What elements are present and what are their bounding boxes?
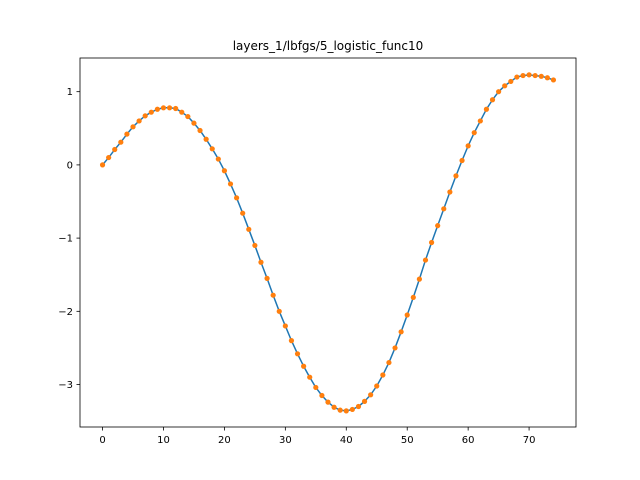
data-point xyxy=(361,398,368,404)
data-point xyxy=(288,338,295,344)
y-tick-label: −1 xyxy=(58,234,73,245)
data-point xyxy=(471,130,477,136)
data-point xyxy=(538,73,544,79)
y-tick-label: 0 xyxy=(67,160,73,171)
data-point xyxy=(368,392,374,398)
data-point xyxy=(234,195,240,201)
x-tick-label: 20 xyxy=(218,435,231,446)
data-point xyxy=(398,329,404,335)
data-point xyxy=(264,275,270,281)
data-point xyxy=(160,105,167,111)
data-point xyxy=(325,399,331,405)
y-tick-label: −3 xyxy=(58,380,73,391)
data-point xyxy=(508,78,514,85)
x-tick-label: 50 xyxy=(401,435,414,446)
data-point xyxy=(319,392,325,399)
data-point xyxy=(550,77,557,83)
data-point xyxy=(392,345,398,351)
data-point xyxy=(416,276,422,282)
data-point xyxy=(130,124,136,130)
data-point xyxy=(118,139,124,145)
data-point xyxy=(477,118,483,124)
data-point xyxy=(209,146,215,152)
x-tick-label: 10 xyxy=(157,435,170,446)
data-point xyxy=(374,383,380,389)
data-point xyxy=(489,97,496,103)
data-point xyxy=(112,146,118,153)
x-tick-label: 40 xyxy=(340,435,353,446)
data-point xyxy=(282,323,288,329)
data-point xyxy=(514,74,520,80)
data-point xyxy=(227,181,234,187)
data-point xyxy=(136,118,142,124)
data-point xyxy=(246,226,252,232)
data-point xyxy=(447,189,453,195)
data-point xyxy=(215,156,221,162)
data-point xyxy=(483,106,490,112)
data-point xyxy=(154,106,160,112)
data-point xyxy=(294,351,301,357)
data-point xyxy=(185,113,191,120)
data-point xyxy=(221,168,228,174)
data-point xyxy=(179,109,185,115)
data-point xyxy=(276,308,282,314)
x-tick-label: 0 xyxy=(99,435,105,446)
data-point xyxy=(166,105,173,111)
data-point xyxy=(99,162,106,168)
data-point xyxy=(404,312,410,318)
data-point xyxy=(453,173,459,179)
data-point xyxy=(197,127,203,134)
data-point xyxy=(355,403,362,410)
chart-title: layers_1/lbfgs/5_logistic_func10 xyxy=(233,39,424,53)
data-point xyxy=(422,257,429,263)
data-point xyxy=(410,294,416,301)
data-point xyxy=(441,206,447,212)
data-point xyxy=(191,120,197,126)
data-point xyxy=(331,404,337,410)
data-point xyxy=(307,374,313,380)
data-point xyxy=(173,105,179,112)
x-tick-label: 70 xyxy=(523,435,536,446)
data-point xyxy=(459,157,465,164)
data-point xyxy=(380,372,386,378)
data-point xyxy=(544,75,550,81)
data-point xyxy=(240,210,246,216)
data-point xyxy=(502,83,508,89)
data-point xyxy=(337,407,343,413)
series-layer xyxy=(99,72,557,414)
data-point xyxy=(465,143,471,149)
data-point xyxy=(343,408,349,414)
data-point xyxy=(532,72,538,79)
data-point xyxy=(270,292,276,298)
x-tick-label: 60 xyxy=(462,435,475,446)
data-point xyxy=(435,223,441,229)
y-tick-label: 1 xyxy=(67,87,73,98)
data-point xyxy=(428,239,435,246)
data-point xyxy=(520,72,526,79)
data-point xyxy=(148,109,154,115)
data-point xyxy=(252,242,258,249)
x-tick-label: 30 xyxy=(279,435,292,446)
data-point xyxy=(106,154,112,161)
data-point xyxy=(258,259,264,265)
axes-layer: 0 10 20 30 40 50 60 70 −3 −2 −1 0 1 xyxy=(58,57,577,446)
data-point xyxy=(313,384,319,391)
data-point xyxy=(142,113,148,119)
data-point xyxy=(349,406,355,413)
axes-frame xyxy=(79,57,577,428)
data-point xyxy=(203,136,209,142)
data-point xyxy=(386,359,392,366)
data-point xyxy=(124,131,130,137)
y-tick-label: −2 xyxy=(58,307,73,318)
data-point xyxy=(526,72,532,78)
data-point xyxy=(496,89,502,95)
data-point xyxy=(301,363,307,369)
